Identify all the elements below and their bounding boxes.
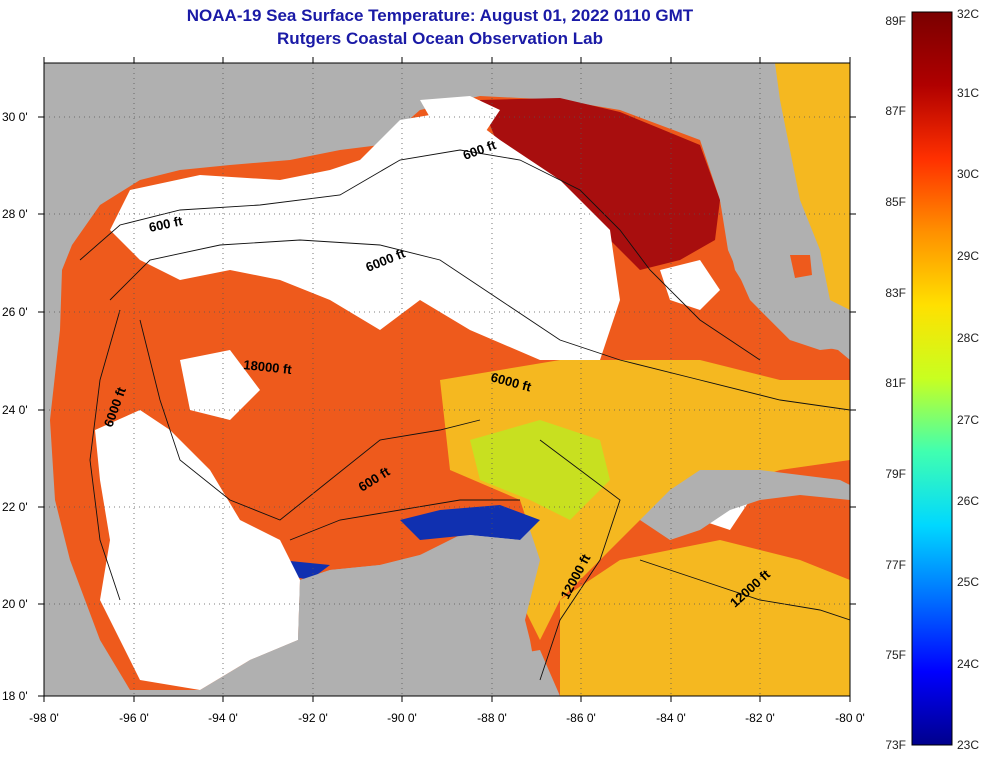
f-label: 85F bbox=[885, 195, 906, 209]
contour-west bbox=[89, 309, 121, 601]
c-label: 27C bbox=[957, 413, 979, 427]
mid-region-caribbean bbox=[560, 540, 850, 696]
lat-label: 18 0' bbox=[2, 689, 28, 703]
atlantic-hot-spot bbox=[790, 255, 812, 278]
depth-label: 600 ft bbox=[148, 213, 185, 235]
lon-label: -84 0' bbox=[656, 711, 686, 725]
graticule bbox=[44, 63, 850, 696]
depth-label: 18000 ft bbox=[243, 357, 293, 377]
land-cuba bbox=[640, 470, 850, 540]
f-label: 87F bbox=[885, 104, 906, 118]
lon-label: -96 0' bbox=[119, 711, 149, 725]
contour-12000ft-east bbox=[639, 559, 850, 621]
land-yucatan bbox=[200, 535, 540, 696]
lon-label: -82 0' bbox=[745, 711, 775, 725]
axis-ticks bbox=[38, 57, 856, 702]
colorbar-gradient bbox=[911, 11, 953, 746]
lat-label: 26 0' bbox=[2, 305, 28, 319]
lon-label: -94 0' bbox=[208, 711, 238, 725]
colorbar: 89F 87F 85F 83F 81F 79F 77F 75F 73F 32C … bbox=[885, 7, 979, 752]
contour-600ft-south bbox=[139, 319, 481, 521]
cloud-west-patch bbox=[180, 350, 260, 420]
lon-label: -90 0' bbox=[387, 711, 417, 725]
c-label: 26C bbox=[957, 494, 979, 508]
cloud-central bbox=[110, 110, 620, 360]
contour-12000ft bbox=[539, 439, 621, 681]
lat-label: 30 0' bbox=[2, 110, 28, 124]
c-label: 32C bbox=[957, 7, 979, 21]
c-label: 24C bbox=[957, 657, 979, 671]
c-label: 28C bbox=[957, 331, 979, 345]
lon-label: -92 0' bbox=[298, 711, 328, 725]
lon-label: -88 0' bbox=[477, 711, 507, 725]
depth-contours bbox=[79, 149, 850, 681]
lon-label: -86 0' bbox=[566, 711, 596, 725]
land-central-america bbox=[470, 650, 560, 696]
atlantic-strip bbox=[775, 63, 850, 310]
c-label: 23C bbox=[957, 738, 979, 752]
contour-6000ft bbox=[109, 239, 850, 411]
c-label: 29C bbox=[957, 249, 979, 263]
cloud-southwest bbox=[95, 410, 300, 690]
lat-label: 24 0' bbox=[2, 403, 28, 417]
map-frame-contents: 600 ft 6000 ft 600 ft 6000 ft 18000 ft 6… bbox=[44, 63, 850, 696]
map-frame bbox=[43, 62, 851, 697]
f-label: 77F bbox=[885, 558, 906, 572]
contour-600ft-north bbox=[79, 149, 761, 361]
lon-label: -80 0' bbox=[835, 711, 865, 725]
map-subtitle: Rutgers Coastal Ocean Observation Lab bbox=[277, 29, 603, 48]
lon-label: -98 0' bbox=[29, 711, 59, 725]
f-label: 89F bbox=[885, 14, 906, 28]
lat-label: 28 0' bbox=[2, 207, 28, 221]
lat-label: 22 0' bbox=[2, 500, 28, 514]
f-label: 83F bbox=[885, 286, 906, 300]
f-label: 73F bbox=[885, 738, 906, 752]
c-label: 30C bbox=[957, 167, 979, 181]
cold-region-yucatan-shelf bbox=[400, 505, 540, 540]
cloud-north-coast bbox=[420, 96, 500, 140]
contour-yucatan-shelf bbox=[289, 499, 520, 541]
f-label: 75F bbox=[885, 648, 906, 662]
hot-region-florida-shelf bbox=[480, 98, 720, 270]
c-label: 25C bbox=[957, 575, 979, 589]
c-label: 31C bbox=[957, 86, 979, 100]
f-label: 81F bbox=[885, 376, 906, 390]
map-title: NOAA-19 Sea Surface Temperature: August … bbox=[186, 6, 694, 25]
cool-region-channel bbox=[470, 420, 610, 520]
lat-label: 20 0' bbox=[2, 597, 28, 611]
f-label: 79F bbox=[885, 467, 906, 481]
cloud-florida bbox=[660, 260, 720, 310]
